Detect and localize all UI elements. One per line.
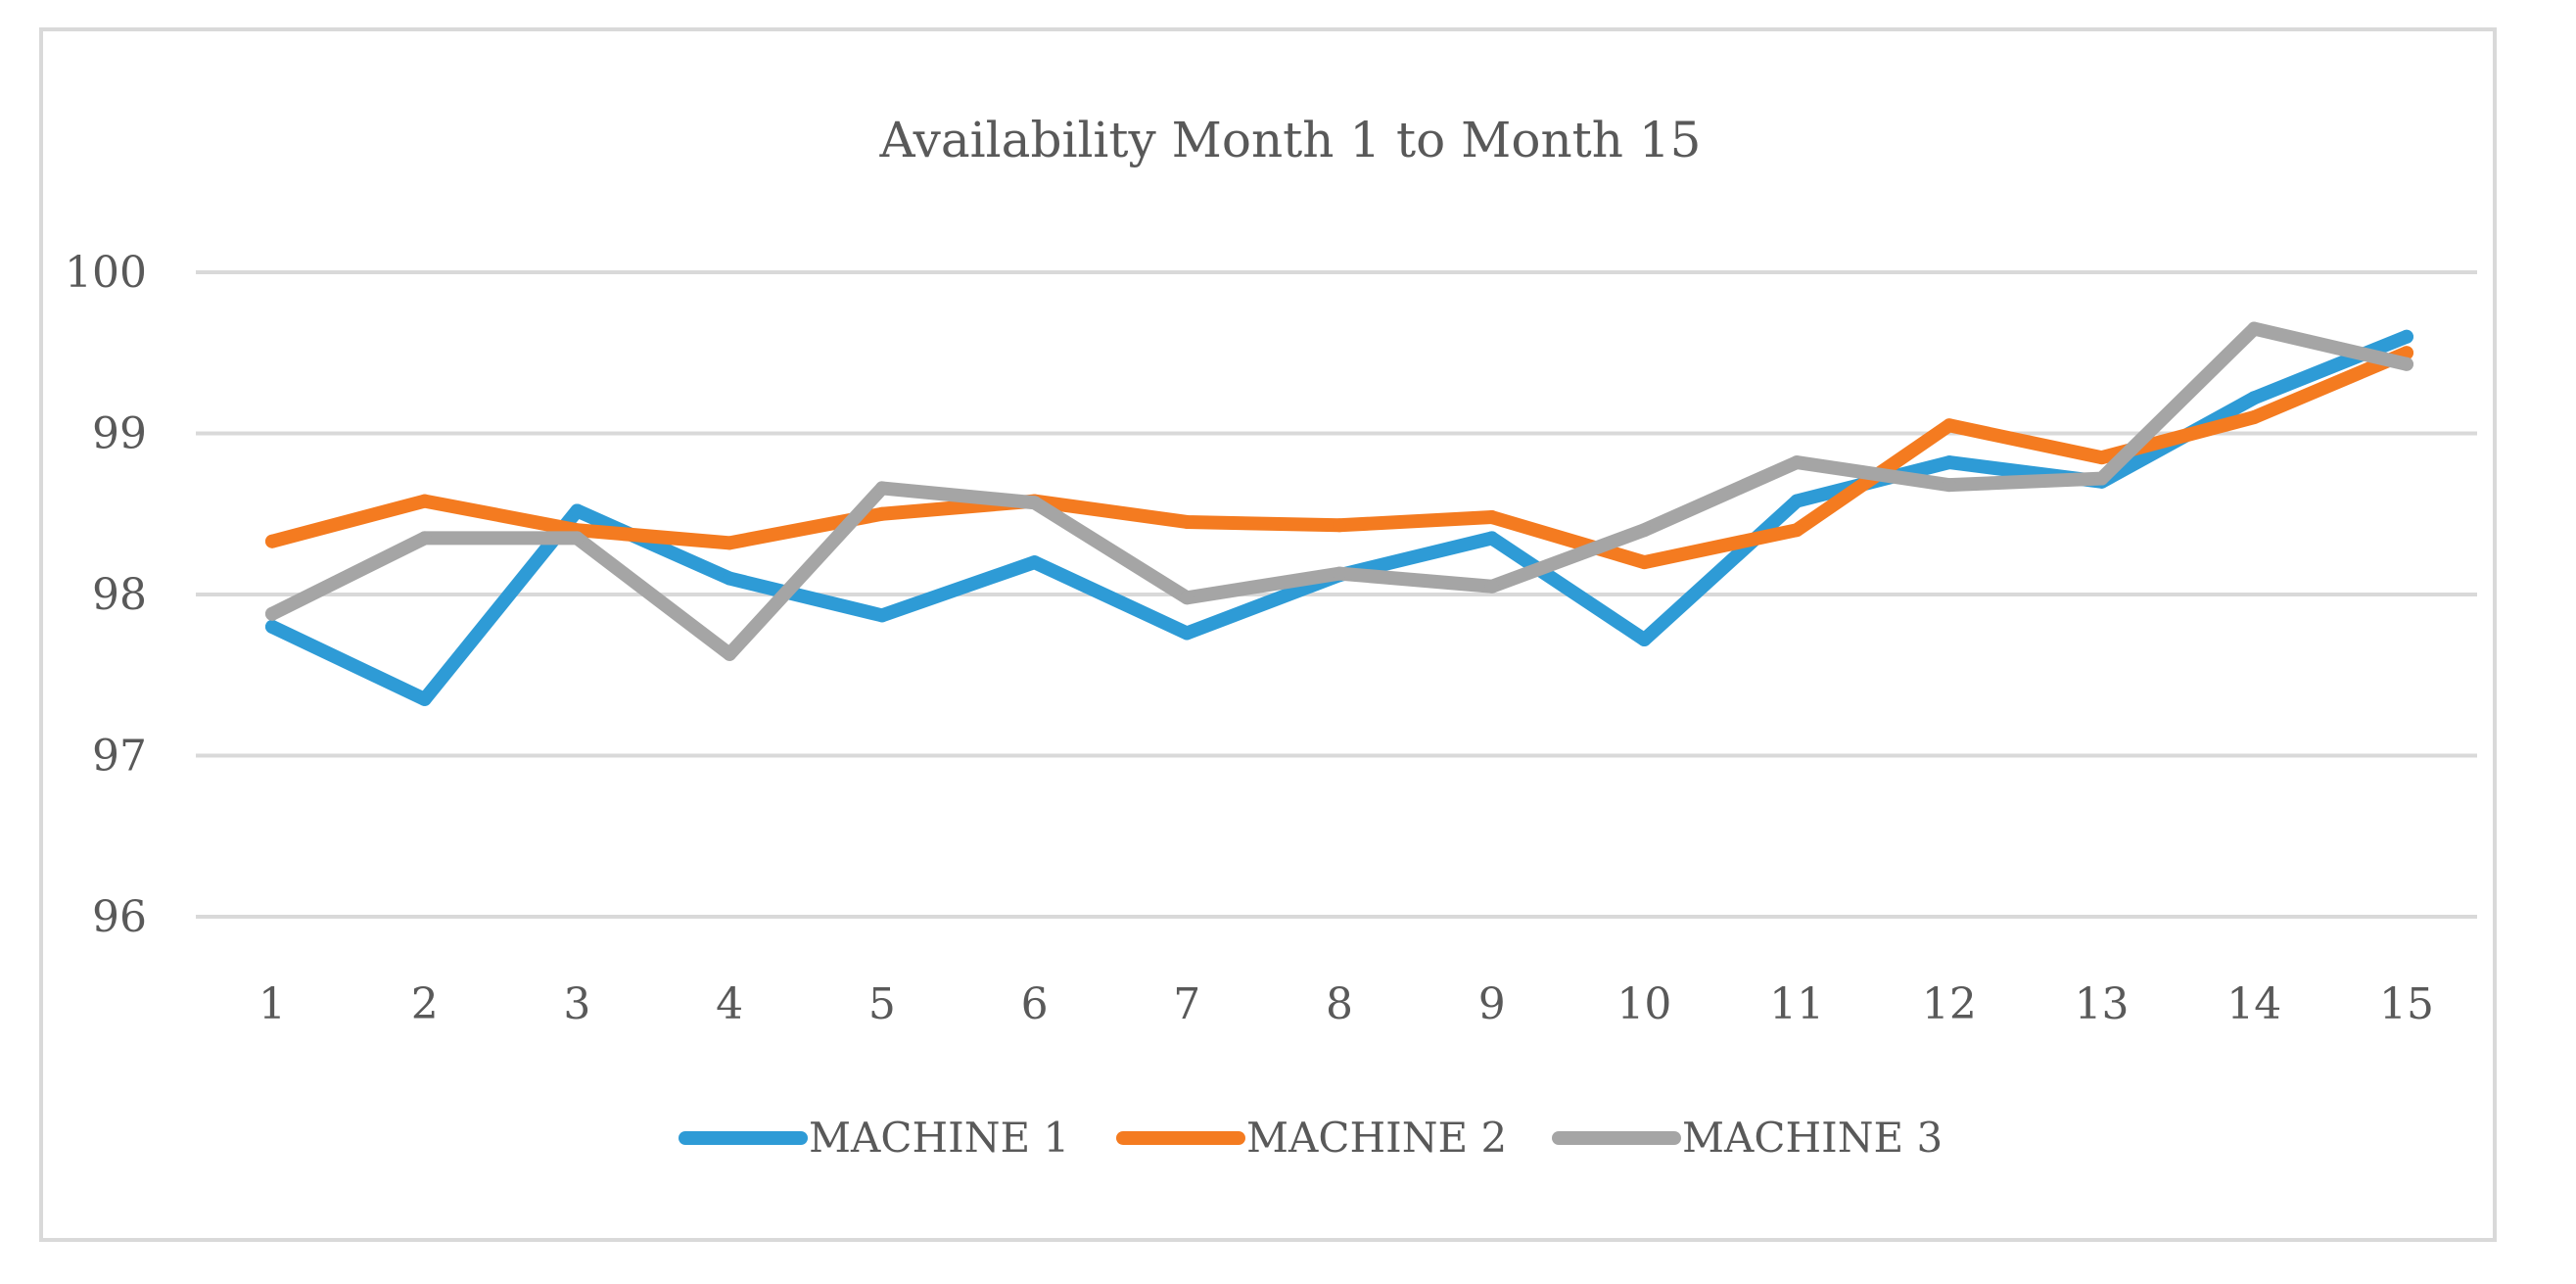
data-point [1027,496,1042,510]
y-tick-label: 100 [65,248,147,298]
data-point [2400,346,2413,360]
data-point [723,536,737,550]
chart-title: Availability Month 1 to Month 15 [879,112,1702,168]
data-point [1027,555,1042,570]
x-tick-label: 3 [563,979,590,1029]
gridlines [196,270,2477,919]
data-point [265,606,279,621]
data-point [2094,471,2109,486]
x-tick-label: 6 [1021,979,1049,1029]
legend-item: MACHINE 1 [679,1114,1069,1162]
data-point [2247,321,2262,336]
data-point [1484,510,1499,525]
data-point [570,503,585,518]
legend-label: MACHINE 2 [1246,1114,1507,1162]
data-point [2094,451,2109,465]
data-point [1333,566,1346,581]
data-point [417,691,432,706]
x-tick-label: 1 [258,979,286,1029]
data-point [265,619,279,634]
data-point [1637,523,1652,538]
data-point [1942,418,1956,433]
series-line [265,329,2413,706]
y-tick-label: 97 [92,732,147,782]
chart-frame [39,27,2497,1242]
data-point [1484,531,1499,546]
data-point [874,608,889,623]
x-tick-label: 8 [1326,979,1353,1029]
data-point [2247,391,2262,405]
x-tick-label: 10 [1616,979,1671,1029]
data-point [1790,523,1804,538]
x-axis-ticks: 1 2 3 4 5 6 7 8 9 10 11 12 13 14 15 [258,979,2434,1029]
data-point [2247,410,2262,425]
data-point [1790,494,1804,508]
legend-label: MACHINE 3 [1682,1114,1943,1162]
data-point [723,571,737,586]
y-tick-label: 96 [92,892,147,942]
data-point [1180,591,1194,605]
series-lines [265,321,2413,706]
data-point [1942,455,1956,470]
data-point [265,534,279,548]
data-point [1180,514,1194,529]
data-point [1637,555,1652,570]
y-tick-label: 99 [92,409,147,459]
x-tick-label: 7 [1173,979,1200,1029]
x-tick-label: 4 [716,979,743,1029]
data-point [874,481,889,496]
legend: MACHINE 1 MACHINE 2 MACHINE 3 [679,1114,1943,1162]
y-axis-ticks: 96 97 98 99 100 [65,248,147,942]
series-1 [265,329,2413,706]
x-tick-label: 12 [1922,979,1977,1029]
data-point [723,646,737,661]
legend-item: MACHINE 2 [1116,1114,1507,1162]
y-tick-label: 98 [92,570,147,620]
data-point [1484,579,1499,594]
x-tick-label: 9 [1478,979,1506,1029]
x-tick-label: 11 [1769,979,1824,1029]
legend-label: MACHINE 1 [809,1114,1069,1162]
data-point [1942,478,1956,493]
data-point [417,531,432,546]
series-2 [265,346,2413,570]
x-tick-label: 2 [411,979,439,1029]
data-point [2400,329,2413,344]
x-tick-label: 14 [2226,979,2281,1029]
series-3 [265,321,2413,661]
data-point [874,506,889,521]
data-point [1180,626,1194,641]
data-point [2400,357,2413,371]
series-line [265,321,2413,661]
x-tick-label: 15 [2379,979,2434,1029]
data-point [570,531,585,546]
data-point [1637,633,1652,647]
data-point [417,494,432,508]
x-tick-label: 13 [2075,979,2130,1029]
x-tick-label: 5 [868,979,896,1029]
data-point [1333,518,1346,533]
data-point [1790,455,1804,470]
legend-item: MACHINE 3 [1552,1114,1943,1162]
